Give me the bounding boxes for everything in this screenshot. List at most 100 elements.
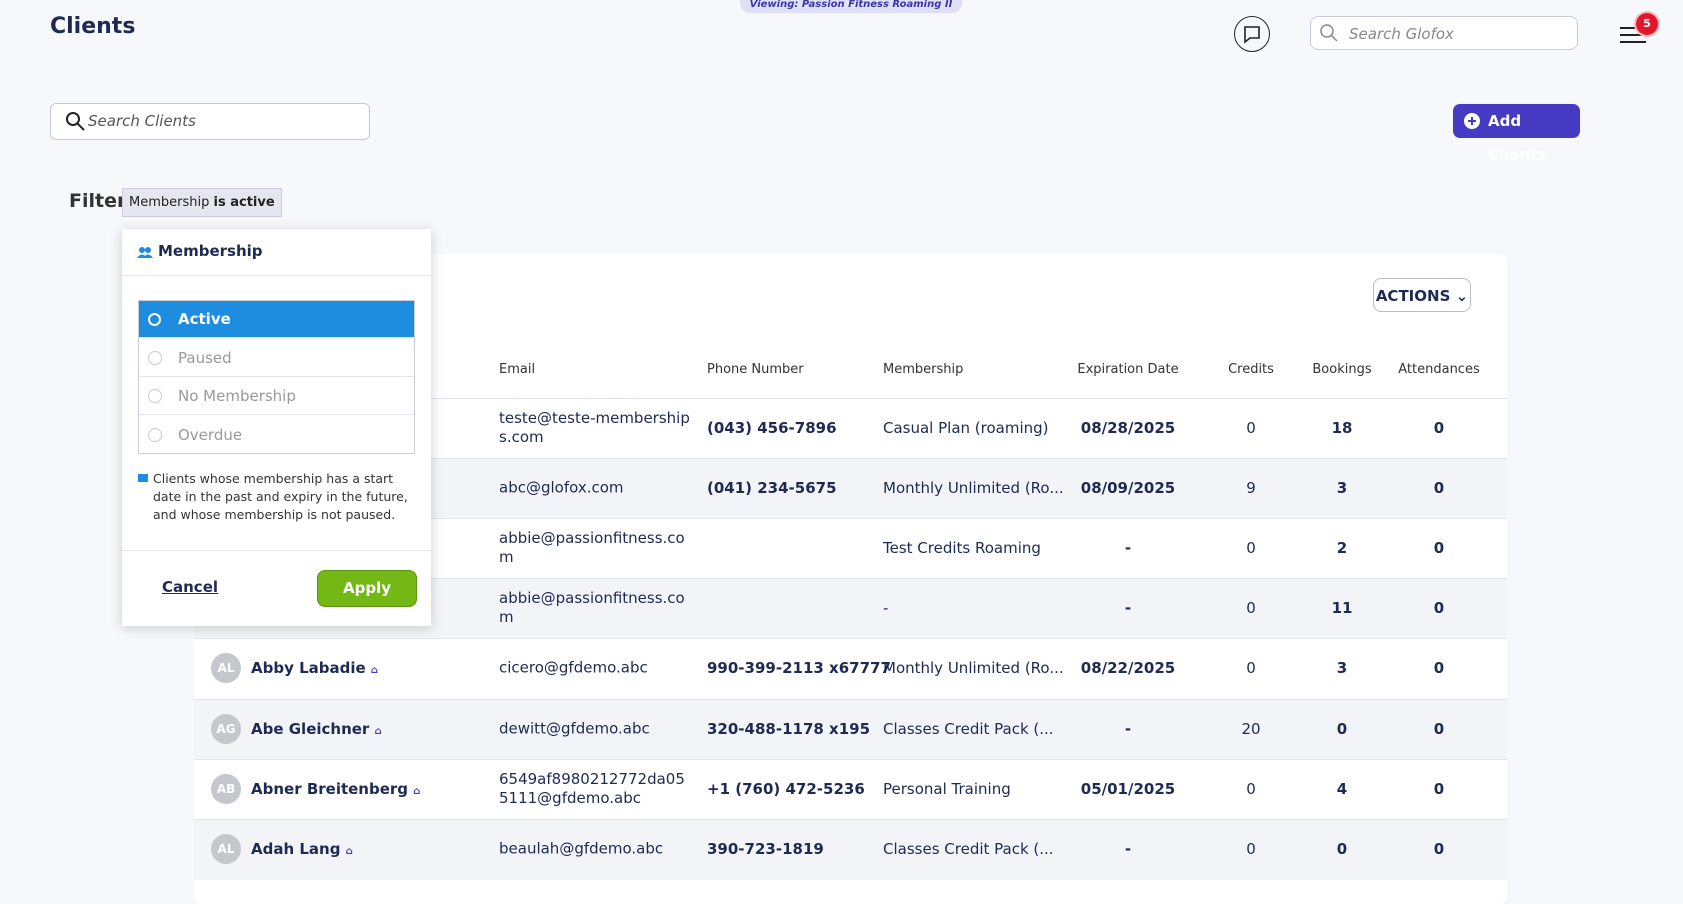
cell-attendances: 0	[1433, 839, 1445, 858]
membership-option[interactable]: Overdue	[138, 416, 415, 454]
chip-condition: is active	[213, 195, 275, 210]
cell-attendances: 0	[1433, 479, 1445, 498]
cell-phone: (043) 456-7896	[707, 419, 837, 437]
table-row[interactable]	[194, 818, 1507, 880]
apply-button[interactable]: Apply	[317, 570, 417, 607]
cell-attendances: 0	[1433, 659, 1445, 678]
cell-credits: 0	[1246, 599, 1256, 618]
client-name[interactable]: Adah Lang ⌂	[251, 839, 353, 858]
cell-bookings: 18	[1331, 419, 1353, 437]
column-header: Membership	[883, 362, 964, 377]
cell-email: abc@glofox.com	[499, 478, 624, 497]
column-header: Bookings	[1312, 362, 1372, 377]
cell-attendances: 0	[1433, 779, 1445, 798]
table-row[interactable]	[194, 698, 1507, 760]
home-icon: ⌂	[374, 725, 382, 737]
global-search[interactable]: Search Glofox	[1310, 16, 1578, 50]
people-icon	[137, 247, 153, 258]
cell-attendances: 0	[1433, 719, 1445, 738]
cell-phone: 990-399-2113 x67777	[707, 659, 891, 678]
cell-expiry: 08/22/2025	[1080, 659, 1176, 678]
cell-phone: 320-488-1178 x195	[707, 719, 871, 738]
divider	[122, 275, 431, 276]
cell-bookings: 3	[1336, 659, 1348, 678]
cell-bookings: 3	[1336, 479, 1348, 498]
cell-email: cicero@gfdemo.abc	[499, 658, 648, 677]
cell-expiry: 08/28/2025	[1080, 419, 1176, 437]
cell-phone: +1 (760) 472-5236	[707, 779, 865, 798]
client-name[interactable]: Abby Labadie ⌂	[251, 659, 379, 678]
chat-button[interactable]	[1234, 16, 1270, 52]
cell-email: 6549af8980212772da055111@gfdemo.abc	[499, 769, 685, 807]
client-name[interactable]: Abner Breitenberg ⌂	[251, 779, 421, 798]
cell-membership: Monthly Unlimited (Ro...	[883, 479, 1064, 498]
avatar: AB	[211, 773, 241, 804]
cell-bookings: 0	[1336, 719, 1348, 738]
info-icon	[138, 474, 148, 482]
actions-button[interactable]: ACTIONS ⌄	[1373, 278, 1471, 312]
column-header: Attendances	[1398, 362, 1480, 377]
column-header: Credits	[1228, 362, 1274, 377]
home-icon: ⌂	[345, 845, 353, 857]
popup-note: Clients whose membership has a start dat…	[153, 471, 408, 522]
cell-expiry: -	[1124, 599, 1132, 618]
cell-email: abbie@passionfitness.com	[499, 529, 685, 567]
cell-credits: 0	[1246, 659, 1256, 678]
cell-phone: 390-723-1819	[707, 839, 824, 858]
plus-icon	[1464, 113, 1480, 129]
cell-membership: Personal Training	[883, 779, 1011, 798]
cell-credits: 0	[1246, 779, 1256, 798]
home-icon: ⌂	[413, 785, 421, 797]
cell-attendances: 0	[1433, 419, 1445, 437]
membership-option[interactable]: Active	[138, 300, 415, 338]
cell-phone: (041) 234-5675	[707, 479, 837, 498]
table-row[interactable]	[194, 758, 1507, 820]
cell-expiry: 05/01/2025	[1080, 779, 1176, 798]
page-title: Clients	[50, 14, 136, 39]
cell-bookings: 4	[1336, 779, 1348, 798]
cell-membership: Classes Credit Pack (...	[883, 719, 1054, 738]
cell-membership: Monthly Unlimited (Ro...	[883, 659, 1064, 678]
cell-membership: Test Credits Roaming	[883, 539, 1041, 558]
column-header: Email	[499, 362, 536, 377]
cell-expiry: -	[1124, 839, 1132, 858]
avatar: AG	[211, 713, 241, 744]
cell-credits: 20	[1241, 719, 1261, 738]
client-name[interactable]: Abe Gleichner ⌂	[251, 719, 382, 738]
cell-bookings: 0	[1336, 839, 1348, 858]
cell-attendances: 0	[1433, 539, 1445, 558]
cell-expiry: -	[1124, 539, 1132, 558]
table-row[interactable]	[194, 638, 1507, 700]
avatar: AL	[211, 653, 241, 684]
cell-credits: 0	[1246, 419, 1256, 437]
cell-email: abbie@passionfitness.com	[499, 589, 685, 627]
notification-count: 5	[1636, 13, 1658, 35]
cell-email: teste@teste-memberships.com	[499, 409, 690, 446]
actions-label: ACTIONS	[1375, 287, 1451, 305]
column-header: Expiration Date	[1077, 362, 1179, 377]
cell-email: beaulah@gfdemo.abc	[499, 839, 664, 858]
membership-option[interactable]: No Membership	[138, 377, 415, 415]
cell-email: dewitt@gfdemo.abc	[499, 719, 650, 737]
cell-membership: Casual Plan (roaming)	[883, 419, 1049, 437]
viewing-badge: Viewing: Passion Fitness Roaming II	[740, 0, 962, 13]
menu-button[interactable]	[1620, 24, 1646, 44]
home-icon: ⌂	[370, 665, 379, 677]
column-header: Phone Number	[707, 362, 804, 377]
cell-credits: 0	[1246, 539, 1256, 558]
cell-credits: 0	[1246, 839, 1256, 858]
cancel-button[interactable]: Cancel	[162, 578, 219, 596]
cell-membership: Classes Credit Pack (...	[883, 839, 1054, 858]
cell-membership: -	[883, 599, 889, 618]
cell-attendances: 0	[1433, 599, 1445, 618]
filter-chip[interactable]: Membership is active	[122, 188, 282, 217]
client-search[interactable]: Search Clients	[50, 103, 370, 140]
cell-expiry: -	[1124, 719, 1132, 738]
cell-credits: 9	[1246, 479, 1256, 498]
chip-field: Membership	[129, 195, 210, 210]
cell-bookings: 2	[1336, 539, 1348, 558]
avatar: AL	[211, 833, 241, 864]
membership-option[interactable]: Paused	[138, 339, 415, 377]
search-icon	[66, 112, 85, 131]
